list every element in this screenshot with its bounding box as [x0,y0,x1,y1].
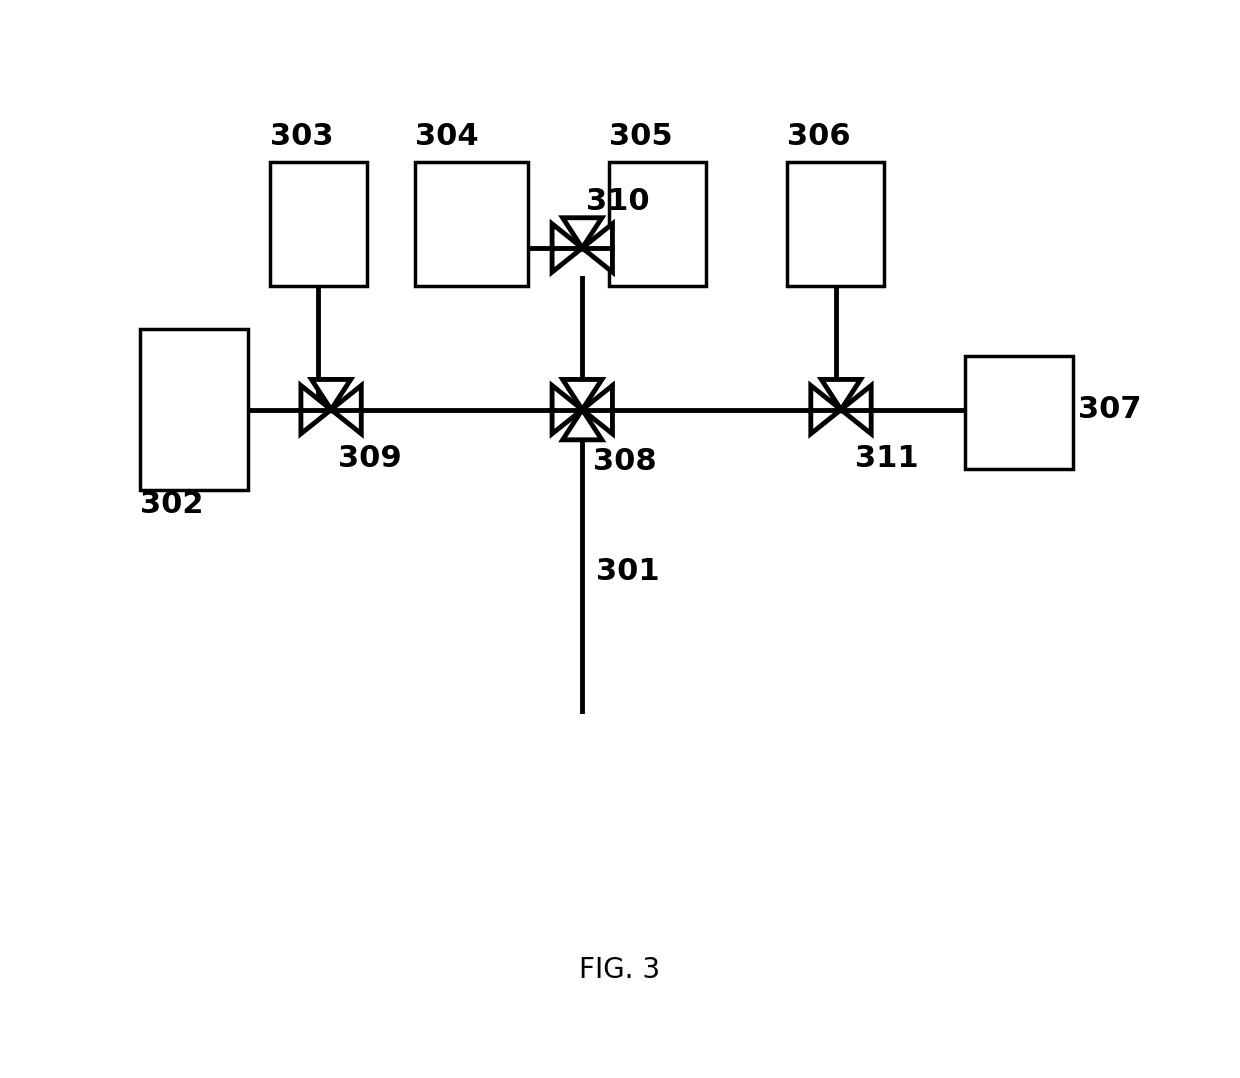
Text: 310: 310 [585,186,649,216]
Polygon shape [563,410,601,440]
Polygon shape [821,379,861,410]
Text: 302: 302 [140,490,203,520]
Polygon shape [583,224,613,272]
Polygon shape [311,379,351,410]
Text: 301: 301 [596,557,660,585]
Text: 308: 308 [593,447,657,476]
Polygon shape [841,386,872,433]
Text: 305: 305 [609,122,673,151]
Polygon shape [552,386,583,433]
Polygon shape [583,386,613,433]
Bar [269,162,367,286]
Bar [415,162,528,286]
Polygon shape [301,386,331,433]
Text: 303: 303 [269,122,334,151]
Text: 307: 307 [1078,396,1142,424]
Text: 304: 304 [415,122,479,151]
Text: 306: 306 [787,122,851,151]
Text: 311: 311 [856,444,919,473]
Text: FIG. 3: FIG. 3 [579,956,661,984]
Bar [140,329,248,490]
Polygon shape [331,386,361,433]
Polygon shape [563,218,601,248]
Bar [965,356,1073,469]
Polygon shape [563,379,601,410]
Bar [787,162,884,286]
Text: 309: 309 [337,444,402,473]
Polygon shape [811,386,841,433]
Polygon shape [552,224,583,272]
Bar [609,162,707,286]
